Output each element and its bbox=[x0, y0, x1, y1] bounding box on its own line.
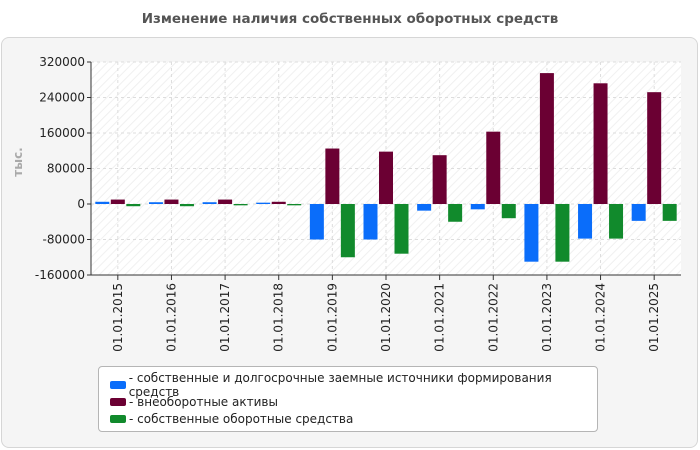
x-tick-label: 01.01.2015 bbox=[111, 283, 125, 352]
legend-swatch-noncurrent-assets bbox=[110, 397, 126, 406]
x-tick-label: 01.01.2023 bbox=[540, 283, 554, 352]
bar-working-capital bbox=[126, 204, 141, 207]
legend-swatch-working-capital bbox=[110, 414, 126, 423]
x-tick-label: 01.01.2025 bbox=[647, 283, 661, 352]
y-tick-label: -80000 bbox=[42, 233, 85, 247]
x-tick-label: 01.01.2021 bbox=[433, 283, 447, 352]
bar-sources bbox=[417, 204, 432, 211]
y-tick-label: 160000 bbox=[39, 126, 85, 140]
bar-noncurrent-assets bbox=[325, 148, 340, 204]
y-tick-label: -160000 bbox=[35, 268, 85, 282]
bar-working-capital bbox=[501, 204, 516, 219]
bar-working-capital bbox=[448, 204, 463, 222]
bar-working-capital bbox=[662, 204, 677, 221]
bar-sources bbox=[631, 204, 646, 221]
x-tick-label: 01.01.2016 bbox=[164, 283, 178, 352]
bar-working-capital bbox=[233, 204, 248, 206]
legend-item-working-capital: - собственные оборотные средства bbox=[99, 410, 597, 427]
bar-working-capital bbox=[287, 204, 302, 206]
legend-label-sources: - собственные и долгосрочные заемные ист… bbox=[128, 370, 552, 399]
bar-sources bbox=[363, 204, 378, 240]
bar-sources bbox=[524, 204, 539, 262]
legend-item-sources: - собственные и долгосрочные заемные ист… bbox=[99, 371, 597, 399]
bar-noncurrent-assets bbox=[218, 199, 233, 204]
bar-sources bbox=[578, 204, 593, 239]
legend: - собственные и долгосрочные заемные ист… bbox=[98, 366, 598, 432]
legend-item-noncurrent-assets: - внеоборотные активы bbox=[99, 393, 597, 410]
bar-sources bbox=[470, 204, 485, 210]
bar-noncurrent-assets bbox=[271, 201, 286, 204]
x-tick-label: 01.01.2022 bbox=[486, 283, 500, 352]
y-axis-label: тыс. bbox=[11, 147, 25, 176]
bar-working-capital bbox=[179, 204, 194, 207]
chart-title: Изменение наличия собственных оборотных … bbox=[141, 11, 559, 27]
bar-noncurrent-assets bbox=[379, 151, 393, 204]
bar-working-capital bbox=[609, 204, 624, 239]
bar-noncurrent-assets bbox=[593, 83, 608, 204]
legend-label-noncurrent-assets: - внеоборотные активы bbox=[129, 394, 278, 409]
legend-swatch-sources bbox=[110, 380, 126, 389]
bar-noncurrent-assets bbox=[539, 73, 554, 204]
x-tick-label: 01.01.2020 bbox=[379, 283, 393, 352]
legend-label-working-capital: - собственные оборотные средства bbox=[129, 411, 354, 426]
x-tick-label: 01.01.2018 bbox=[272, 283, 286, 352]
bar-noncurrent-assets bbox=[432, 155, 447, 204]
bar-sources bbox=[95, 201, 110, 204]
y-tick-label: 80000 bbox=[47, 162, 85, 176]
x-tick-label: 01.01.2017 bbox=[218, 283, 232, 352]
bar-working-capital bbox=[555, 204, 570, 262]
bar-noncurrent-assets bbox=[647, 92, 662, 204]
x-tick-label: 01.01.2019 bbox=[325, 283, 339, 352]
y-tick-label: 240000 bbox=[39, 91, 85, 105]
bar-noncurrent-assets bbox=[164, 199, 179, 204]
y-tick-label: 0 bbox=[77, 197, 85, 211]
bar-sources bbox=[309, 204, 324, 240]
bar-noncurrent-assets bbox=[110, 199, 125, 204]
x-tick-label: 01.01.2024 bbox=[594, 283, 608, 352]
bar-sources bbox=[148, 202, 163, 204]
bar-working-capital bbox=[394, 204, 409, 254]
bar-sources bbox=[202, 202, 217, 204]
y-tick-label: 320000 bbox=[39, 55, 85, 69]
bar-noncurrent-assets bbox=[486, 131, 501, 204]
bar-sources bbox=[256, 202, 271, 204]
bar-working-capital bbox=[340, 204, 355, 258]
